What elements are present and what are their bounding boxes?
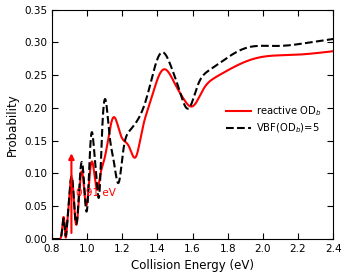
reactive OD$_b$ bbox=[170, 76, 174, 80]
reactive OD$_b$ bbox=[325, 50, 330, 54]
Legend: reactive OD$_b$, VBF(OD$_b$)=5: reactive OD$_b$, VBF(OD$_b$)=5 bbox=[222, 100, 325, 139]
reactive OD$_b$ bbox=[82, 188, 86, 191]
VBF(OD$_b$)=5 bbox=[170, 68, 174, 71]
VBF(OD$_b$)=5 bbox=[99, 162, 103, 165]
reactive OD$_b$ bbox=[158, 72, 162, 75]
VBF(OD$_b$)=5 bbox=[325, 38, 330, 41]
reactive OD$_b$ bbox=[50, 237, 54, 241]
VBF(OD$_b$)=5 bbox=[50, 237, 54, 241]
VBF(OD$_b$)=5 bbox=[82, 183, 86, 186]
Text: 0.91 eV: 0.91 eV bbox=[76, 188, 116, 198]
VBF(OD$_b$)=5 bbox=[295, 43, 299, 46]
Line: reactive OD$_b$: reactive OD$_b$ bbox=[52, 51, 333, 239]
reactive OD$_b$ bbox=[99, 170, 103, 174]
VBF(OD$_b$)=5 bbox=[331, 37, 335, 41]
Line: VBF(OD$_b$)=5: VBF(OD$_b$)=5 bbox=[52, 39, 333, 239]
VBF(OD$_b$)=5 bbox=[158, 53, 162, 56]
Y-axis label: Probability: Probability bbox=[6, 93, 18, 156]
reactive OD$_b$ bbox=[295, 53, 299, 56]
X-axis label: Collision Energy (eV): Collision Energy (eV) bbox=[131, 259, 254, 272]
reactive OD$_b$ bbox=[331, 49, 335, 53]
